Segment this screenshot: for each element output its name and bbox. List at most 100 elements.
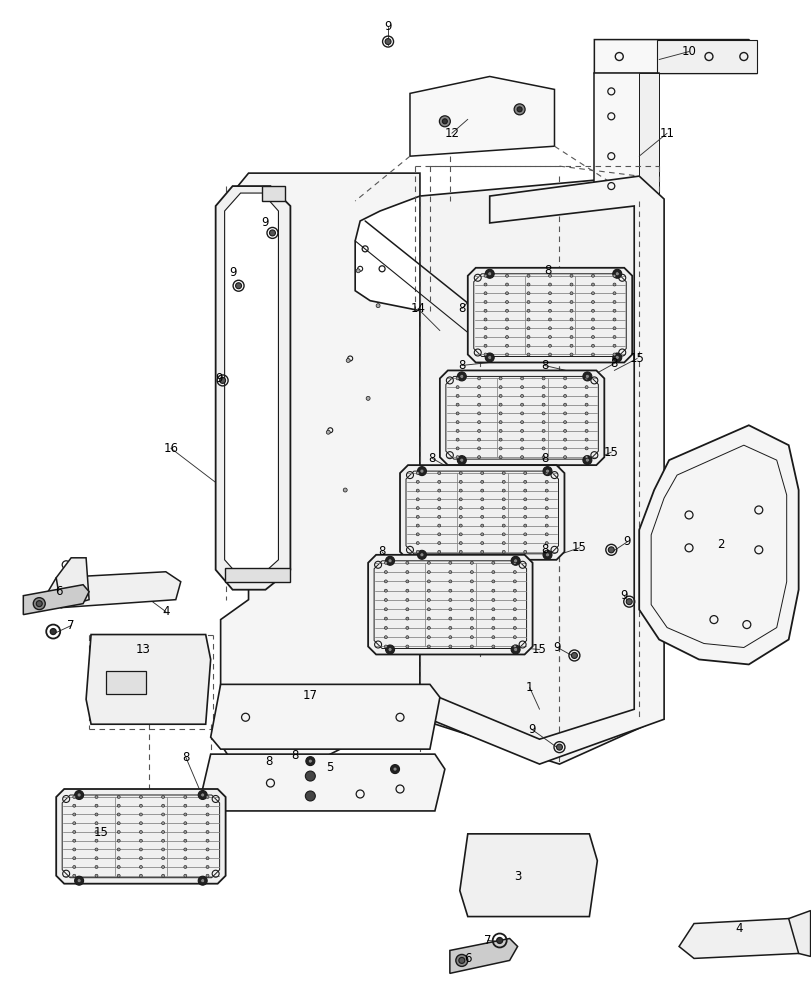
Text: 8: 8 <box>457 302 465 315</box>
Circle shape <box>480 542 483 545</box>
Circle shape <box>477 403 480 406</box>
Polygon shape <box>467 268 632 362</box>
Text: 9: 9 <box>384 20 392 33</box>
Circle shape <box>543 467 551 476</box>
Circle shape <box>459 374 463 378</box>
Circle shape <box>563 429 566 432</box>
Polygon shape <box>459 834 597 917</box>
Circle shape <box>459 515 461 518</box>
Circle shape <box>183 848 187 851</box>
Circle shape <box>499 377 501 380</box>
Circle shape <box>513 561 516 564</box>
Circle shape <box>491 589 494 592</box>
Circle shape <box>459 542 461 545</box>
Text: 8: 8 <box>291 749 298 762</box>
Circle shape <box>356 269 360 273</box>
Circle shape <box>502 472 504 475</box>
Circle shape <box>457 372 466 381</box>
Circle shape <box>470 617 473 620</box>
Circle shape <box>548 336 551 338</box>
Circle shape <box>544 489 547 492</box>
Text: 11: 11 <box>659 127 674 140</box>
Circle shape <box>459 507 461 510</box>
Circle shape <box>485 353 494 362</box>
Circle shape <box>505 301 508 304</box>
Circle shape <box>520 377 523 380</box>
Circle shape <box>406 580 409 583</box>
Polygon shape <box>56 789 225 884</box>
Circle shape <box>183 857 187 860</box>
Circle shape <box>483 283 487 286</box>
Circle shape <box>612 309 616 312</box>
Circle shape <box>427 598 430 601</box>
Text: 17: 17 <box>303 689 317 702</box>
Circle shape <box>416 507 418 510</box>
Circle shape <box>505 292 508 295</box>
Circle shape <box>161 857 165 860</box>
Circle shape <box>569 309 573 312</box>
Circle shape <box>117 830 120 833</box>
Text: 7: 7 <box>483 934 491 947</box>
Circle shape <box>388 559 392 563</box>
Circle shape <box>183 795 187 798</box>
Circle shape <box>477 421 480 424</box>
Circle shape <box>75 791 84 799</box>
Polygon shape <box>419 176 663 764</box>
Circle shape <box>73 839 75 842</box>
Circle shape <box>548 301 551 304</box>
Circle shape <box>95 813 98 816</box>
Text: 2: 2 <box>716 538 723 551</box>
Circle shape <box>73 874 75 877</box>
Circle shape <box>582 372 591 381</box>
Circle shape <box>437 533 440 536</box>
Circle shape <box>499 386 501 389</box>
Circle shape <box>520 412 523 415</box>
Circle shape <box>502 507 504 510</box>
Text: 8: 8 <box>610 357 617 370</box>
Circle shape <box>448 580 451 583</box>
Circle shape <box>455 954 467 966</box>
Circle shape <box>73 865 75 868</box>
Circle shape <box>520 394 523 397</box>
Polygon shape <box>656 40 756 73</box>
Circle shape <box>470 589 473 592</box>
Circle shape <box>544 480 547 483</box>
Circle shape <box>75 876 84 885</box>
Circle shape <box>77 793 81 797</box>
Circle shape <box>384 626 387 629</box>
Circle shape <box>459 480 461 483</box>
Polygon shape <box>200 754 444 811</box>
Text: 12: 12 <box>444 127 459 140</box>
Text: 15: 15 <box>93 826 109 839</box>
Polygon shape <box>594 73 659 206</box>
Circle shape <box>548 292 551 295</box>
Circle shape <box>612 353 616 356</box>
Circle shape <box>161 839 165 842</box>
Text: 6: 6 <box>463 952 471 965</box>
Circle shape <box>477 438 480 441</box>
Circle shape <box>590 301 594 304</box>
Circle shape <box>563 386 566 389</box>
Circle shape <box>526 344 530 347</box>
Circle shape <box>448 608 451 611</box>
Circle shape <box>200 879 204 883</box>
Circle shape <box>590 344 594 347</box>
Circle shape <box>612 269 621 278</box>
Circle shape <box>416 515 418 518</box>
Circle shape <box>200 793 204 797</box>
Circle shape <box>477 386 480 389</box>
Circle shape <box>306 757 315 766</box>
Circle shape <box>487 272 491 276</box>
Circle shape <box>50 629 56 635</box>
Circle shape <box>384 598 387 601</box>
Circle shape <box>544 472 547 475</box>
Circle shape <box>384 39 391 45</box>
Text: 8: 8 <box>182 751 189 764</box>
Polygon shape <box>449 938 517 973</box>
Circle shape <box>542 456 544 459</box>
Circle shape <box>477 394 480 397</box>
Circle shape <box>437 489 440 492</box>
Circle shape <box>496 937 502 943</box>
Circle shape <box>526 353 530 356</box>
Circle shape <box>569 283 573 286</box>
